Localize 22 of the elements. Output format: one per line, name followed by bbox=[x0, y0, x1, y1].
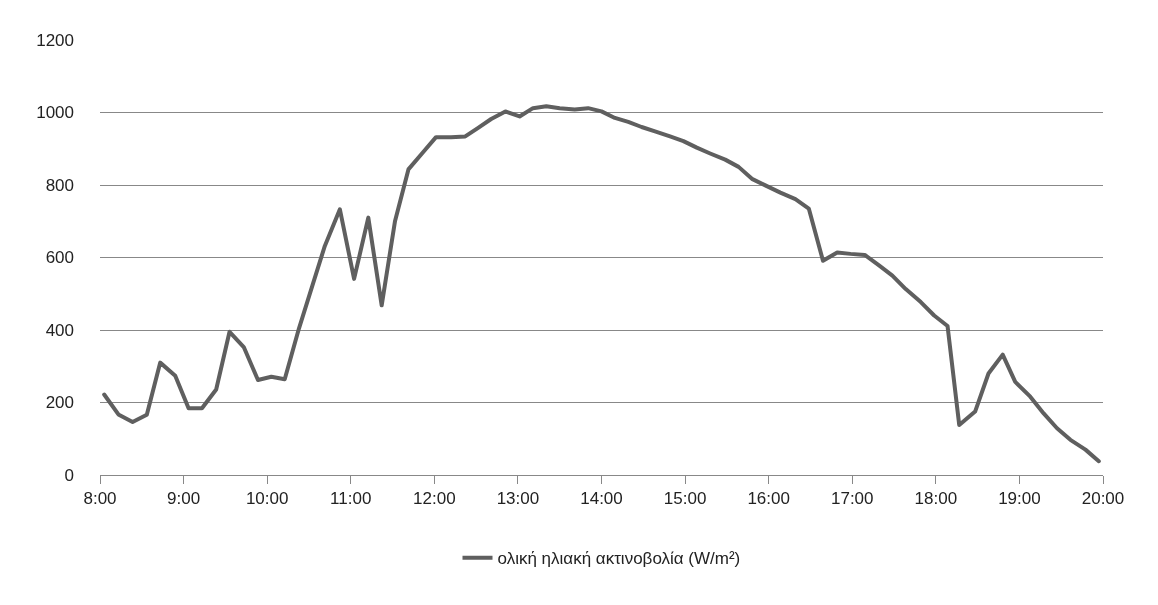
y-tick-label: 1000 bbox=[36, 103, 74, 123]
x-tick-label: 10:00 bbox=[245, 489, 289, 509]
x-tick-label: 13:00 bbox=[496, 489, 540, 509]
x-tick-label: 9:00 bbox=[167, 489, 201, 509]
x-tick-label: 14:00 bbox=[580, 489, 623, 509]
y-tick-label: 1200 bbox=[36, 30, 74, 50]
y-tick-label: 0 bbox=[64, 465, 74, 485]
x-tick-label: 20:00 bbox=[1081, 489, 1125, 509]
x-tick-label: 17:00 bbox=[830, 489, 874, 509]
x-tick-label: 15:00 bbox=[663, 489, 707, 509]
x-tick-label: 18:00 bbox=[914, 489, 958, 509]
x-tick-label: 11:00 bbox=[330, 489, 372, 509]
legend-label: ολική ηλιακή ακτινοβολία (W/m²) bbox=[497, 549, 741, 569]
y-tick-label: 800 bbox=[45, 175, 74, 195]
line-series bbox=[102, 104, 1101, 464]
y-tick-label: 400 bbox=[45, 320, 74, 340]
y-tick-label: 200 bbox=[45, 393, 74, 413]
x-tick-label: 19:00 bbox=[998, 489, 1041, 509]
x-tick-label: 16:00 bbox=[747, 489, 790, 509]
x-tick-label: 12:00 bbox=[413, 489, 456, 509]
y-tick-label: 600 bbox=[45, 248, 74, 268]
x-tick-label: 8:00 bbox=[83, 489, 117, 509]
